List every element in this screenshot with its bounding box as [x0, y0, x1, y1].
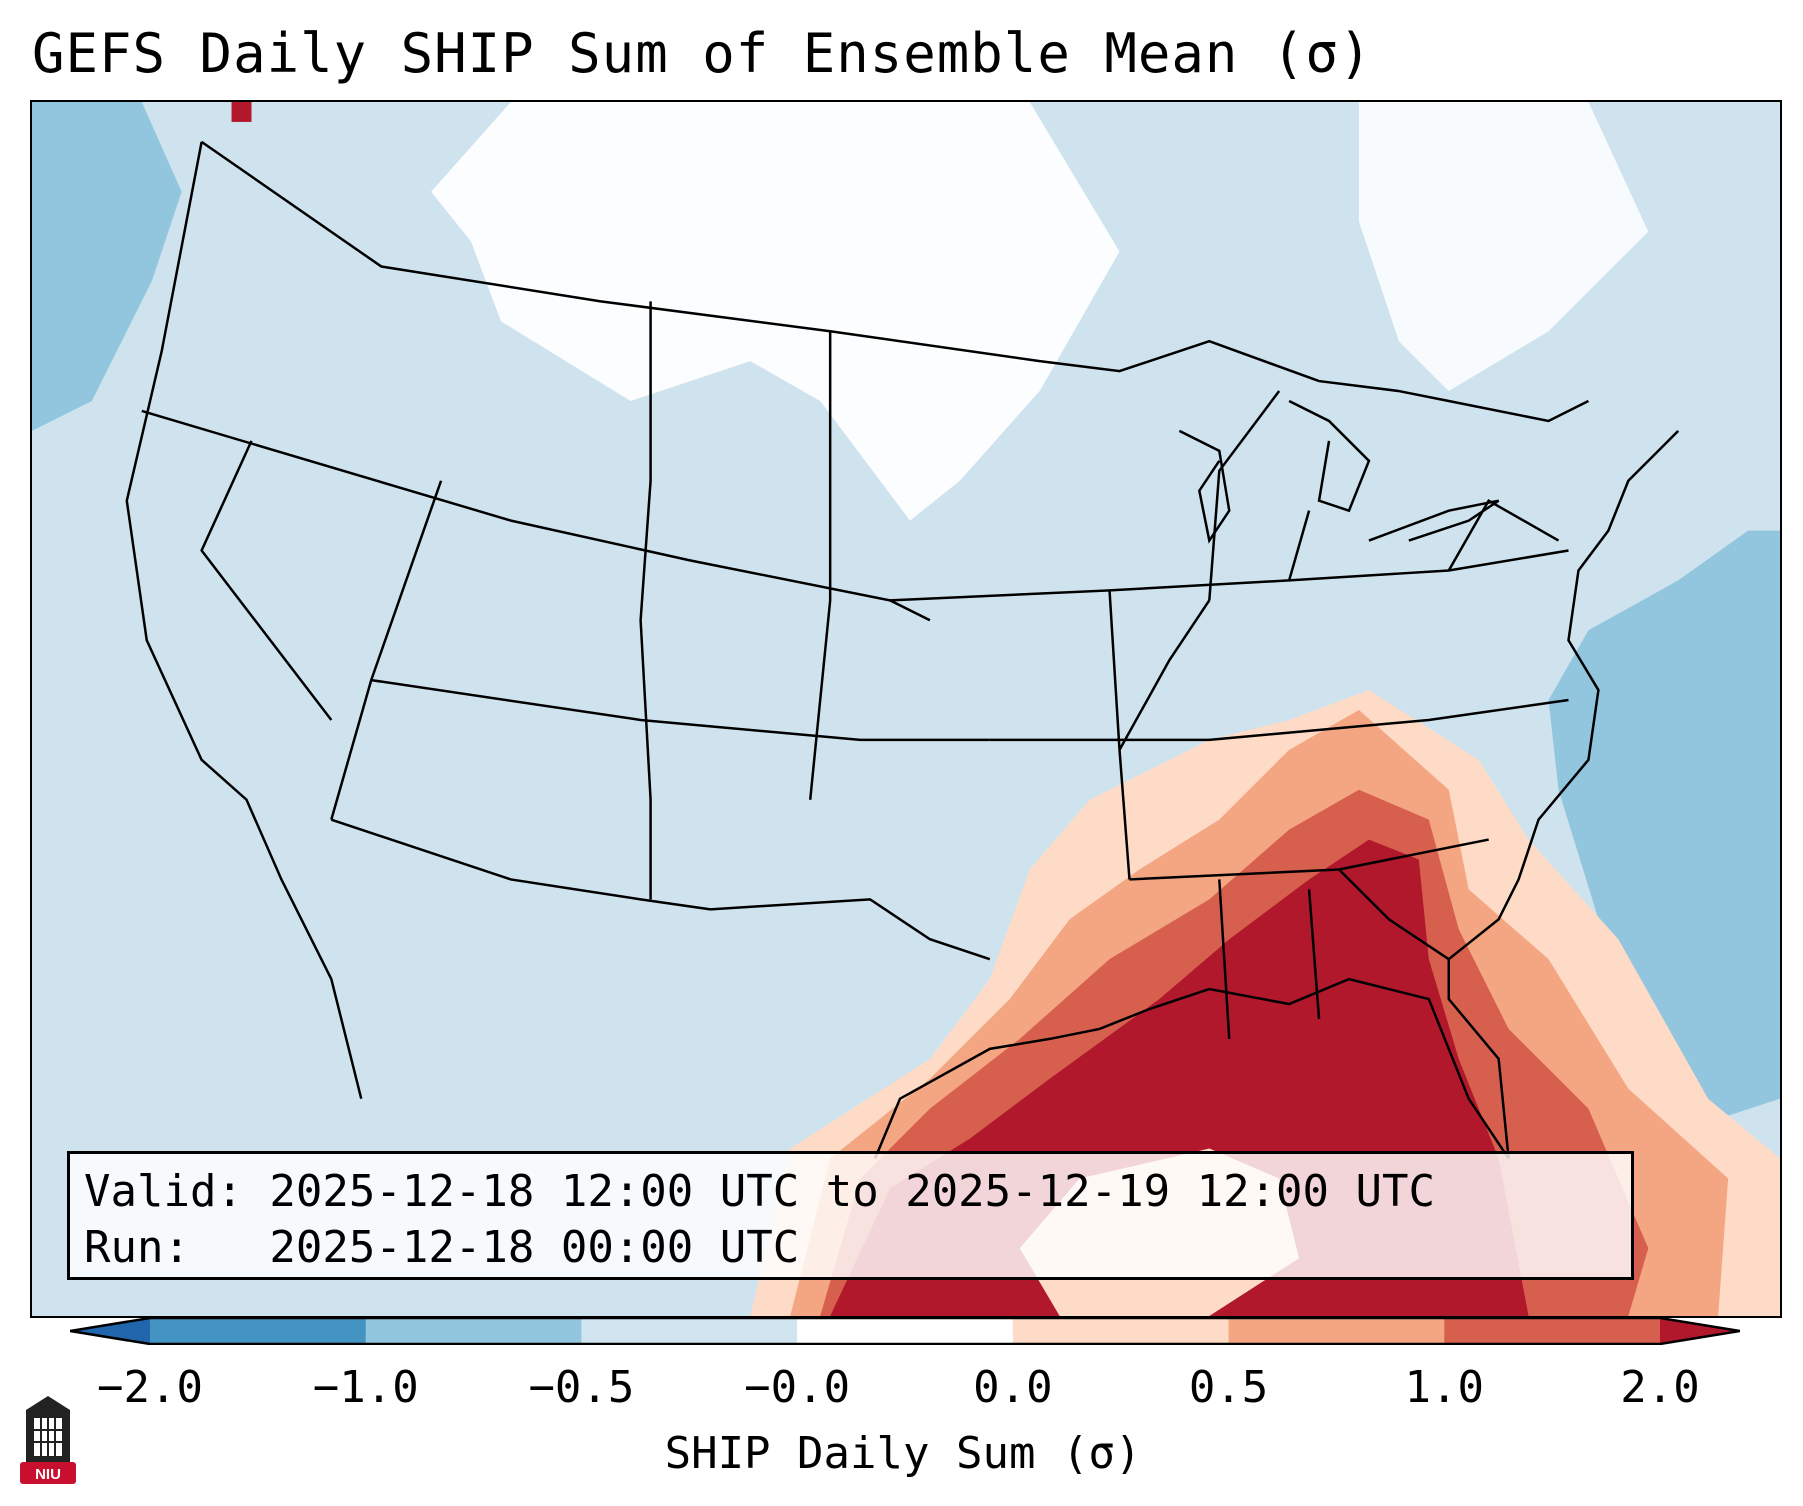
state-line-2	[200, 440, 333, 721]
valid-time-line: Valid: 2025-12-18 12:00 UTC to 2025-12-1…	[84, 1166, 1436, 1217]
colorbar-bin-1	[150, 1318, 367, 1344]
atlantic-coast	[1447, 430, 1680, 1159]
state-line-5	[510, 519, 931, 622]
colorbar-bin-4	[797, 1318, 1014, 1344]
west-coast	[125, 141, 363, 1100]
colorbar-bins	[70, 1318, 1740, 1344]
state-line-10	[889, 589, 1131, 880]
colorbar-tick-label: −2.0	[97, 1362, 203, 1413]
colorbar-tick-label: 0.0	[973, 1362, 1053, 1413]
colorbar-bin-7	[1444, 1318, 1661, 1344]
colorbar-tick-label: 1.0	[1404, 1362, 1485, 1413]
state-line-1	[141, 409, 512, 522]
great-lakes-outline	[1178, 399, 1500, 544]
state-line-15	[1109, 549, 1569, 592]
colorbar-tick-label: 2.0	[1620, 1362, 1700, 1413]
colorbar-outline	[70, 1317, 1740, 1345]
state-line-11	[989, 698, 1569, 742]
state-line-3	[330, 480, 443, 820]
validity-info-box: Valid: 2025-12-18 12:00 UTC to 2025-12-1…	[67, 1151, 1634, 1280]
boundary-lines	[125, 140, 1680, 1160]
colorbar-bin-8	[1660, 1318, 1740, 1344]
niu-logo-text: NIU	[35, 1466, 61, 1483]
colorbar-bin-2	[365, 1318, 582, 1344]
state-line-18	[1287, 510, 1311, 581]
gulf-coast	[873, 977, 1510, 1160]
state-line-7	[371, 678, 990, 742]
state-line-6	[639, 301, 652, 900]
northeast-white-region	[1358, 102, 1649, 392]
niu-logo-banner	[20, 1462, 76, 1484]
run-time-line: Run: 2025-12-18 00:00 UTC	[84, 1222, 800, 1273]
niu-logo: NIU	[20, 1396, 76, 1484]
state-line-9	[808, 331, 832, 800]
colorbar-label: SHIP Daily Sum (σ)	[664, 1428, 1142, 1479]
colorbar-bin-6	[1228, 1318, 1445, 1344]
colorbar-tick-label: −0.0	[744, 1362, 851, 1413]
state-line-14	[1307, 889, 1321, 1020]
map-panel	[30, 100, 1782, 1318]
colorbar-bin-3	[581, 1318, 798, 1344]
colorbar-bin-0	[70, 1318, 150, 1344]
colorbar-tick-label: 0.5	[1188, 1362, 1269, 1413]
map-title: GEFS Daily SHIP Sum of Ensemble Mean (σ)	[32, 22, 1373, 85]
state-line-8	[710, 898, 991, 961]
northern-white-region	[431, 102, 1120, 521]
colorbar-tick-label: −1.0	[312, 1362, 419, 1413]
ship-anomaly-map	[32, 102, 1780, 1316]
pacific-northwest-red-spot	[231, 102, 252, 122]
state-line-20	[1338, 868, 1450, 961]
state-line-17	[1208, 390, 1281, 601]
state-line-16	[1118, 599, 1211, 751]
colorbar	[70, 1317, 1740, 1345]
state-line-13	[1218, 879, 1231, 1039]
state-line-4	[330, 818, 711, 911]
state-line-19	[1447, 498, 1560, 572]
us-canada-border	[200, 140, 1589, 423]
pacific-blue-region	[32, 102, 182, 431]
colorbar-bin-5	[1012, 1318, 1230, 1344]
colorbar-tick-label: −0.5	[528, 1362, 635, 1413]
